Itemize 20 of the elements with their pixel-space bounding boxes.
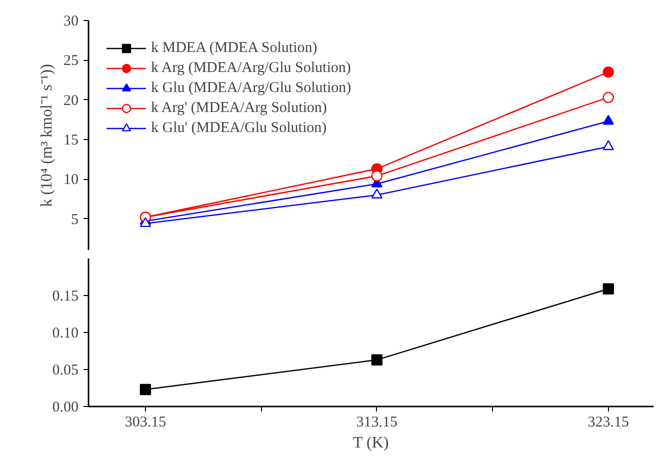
x-axis-title: T (K) (353, 434, 389, 452)
y-axis-title: k (10⁴ (m³ kmol⁻¹ s⁻¹)) (38, 64, 56, 207)
y-tick-label: 10 (64, 172, 78, 188)
y-tick-label: 20 (64, 92, 78, 109)
legend-label: k Arg' (MDEA/Arg Solution) (151, 100, 327, 116)
y-tick-label: 5 (71, 212, 78, 228)
legend-label: k Arg (MDEA/Arg/Glu Solution) (151, 60, 351, 76)
legend-label: k Glu' (MDEA/Glu Solution) (151, 120, 327, 136)
legend-label: k MDEA (MDEA Solution) (151, 40, 318, 56)
y-tick-label: 0.00 (52, 400, 78, 416)
y-tick-label: 15 (64, 132, 78, 148)
legend-label: k Glu (MDEA/Arg/Glu Solution) (151, 80, 352, 96)
x-tick-label: 303.15 (124, 414, 166, 430)
y-tick-label: 0.15 (52, 288, 78, 304)
y-tick-label: 25 (64, 53, 78, 70)
y-tick-label: 30 (64, 14, 78, 30)
x-tick-label: 313.15 (356, 414, 398, 430)
y-tick-label: 0.10 (52, 326, 78, 342)
x-tick-label: 323.15 (588, 414, 629, 430)
y-tick-label: 0.05 (52, 362, 78, 378)
